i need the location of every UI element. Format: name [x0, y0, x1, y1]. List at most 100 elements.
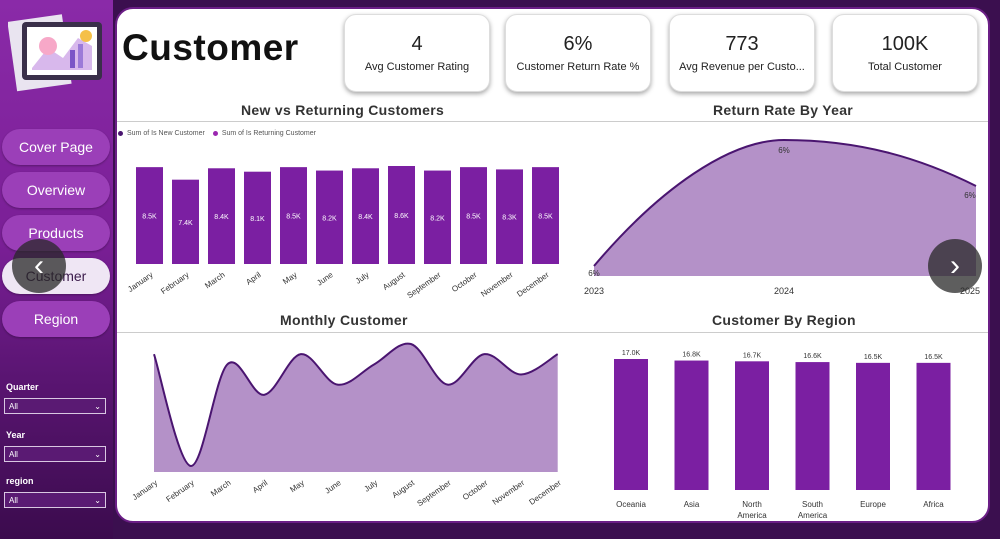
x-tick-label: February — [164, 478, 195, 504]
customer-by-region-bar-chart: 17.0K Oceania 16.8K Asia 16.7K North America 16… — [614, 350, 951, 520]
x-tick-label: July — [354, 270, 371, 286]
chart-title-monthly-customer: Monthly Customer — [280, 312, 408, 328]
area-fill — [594, 140, 976, 276]
x-tick-label: Africa — [923, 500, 944, 509]
data-label: 8.1K — [250, 216, 265, 223]
x-tick-label: December — [515, 270, 551, 299]
x-tick-label: October — [461, 478, 490, 502]
filter-quarter-value: All — [9, 401, 18, 411]
data-label: 8.5K — [142, 214, 157, 221]
data-label: 16.7K — [743, 352, 762, 359]
kpi-card-avg-rating: 4 Avg Customer Rating — [344, 14, 490, 92]
data-label: 16.5K — [924, 354, 943, 361]
x-tick-label: August — [390, 478, 416, 500]
x-tick-label: June — [323, 478, 343, 496]
kpi-label: Avg Revenue per Custo... — [679, 61, 805, 73]
chart-title-return-rate: Return Rate By Year — [713, 102, 854, 118]
bar — [244, 171, 271, 264]
data-label: 8.4K — [214, 214, 229, 221]
x-tick-label: March — [209, 478, 232, 498]
bar — [496, 169, 523, 264]
nav-region[interactable]: Region — [2, 301, 110, 337]
legend-dot — [118, 131, 123, 136]
kpi-label: Customer Return Rate % — [516, 61, 640, 73]
data-label: 8.6K — [394, 213, 409, 220]
x-tick-label: America — [737, 511, 767, 520]
x-tick-label: 2023 — [584, 286, 604, 296]
kpi-value: 6% — [563, 33, 593, 55]
data-label: 8.5K — [538, 214, 553, 221]
chart-title-new-vs-returning: New vs Returning Customers — [241, 102, 445, 118]
kpi-value: 773 — [725, 33, 759, 55]
x-tick-label: America — [798, 511, 828, 520]
section-divider — [117, 121, 988, 122]
next-arrow-button[interactable]: › — [928, 239, 982, 293]
chart-title-customer-by-region: Customer By Region — [712, 312, 856, 328]
x-tick-label: Europe — [860, 500, 886, 509]
area-fill — [154, 343, 558, 472]
data-label: 16.6K — [803, 353, 822, 360]
filter-year-select[interactable]: All ⌄ — [4, 446, 106, 462]
return-rate-area-chart: 6% 6% 6% 2023 2024 2025 — [584, 138, 980, 296]
kpi-card-return-rate: 6% Customer Return Rate % — [505, 14, 651, 92]
chevron-down-icon: ⌄ — [94, 401, 101, 411]
data-label: 7.4K — [178, 220, 193, 227]
data-label: 17.0K — [622, 350, 641, 357]
x-tick-label: August — [381, 270, 407, 292]
filter-quarter-label: Quarter — [6, 382, 39, 392]
bar — [388, 166, 415, 264]
page-title: Customer — [122, 27, 299, 68]
legend-item: Sum of Is New Customer — [127, 130, 205, 137]
data-label: 6% — [964, 191, 976, 200]
series-line — [153, 342, 559, 467]
bar — [460, 167, 487, 264]
nav-cover-page[interactable]: Cover Page — [2, 129, 110, 165]
previous-arrow-button[interactable]: ‹ — [12, 239, 66, 293]
x-tick-label: June — [315, 270, 335, 288]
kpi-value: 100K — [881, 33, 929, 55]
bar — [795, 362, 830, 490]
bar — [856, 362, 890, 490]
legend-item: Sum of Is Returning Customer — [221, 130, 316, 137]
x-tick-label: May — [281, 270, 299, 286]
new-vs-returning-bar-chart: 8.5K January 7.4K February 8.4K March 8.1K Apri… — [126, 166, 559, 300]
series-line — [593, 138, 977, 267]
data-label: 8.4K — [358, 214, 373, 221]
x-tick-label: December — [527, 478, 563, 507]
x-tick-label: April — [244, 270, 262, 287]
bar — [208, 168, 235, 264]
data-label: 8.2K — [322, 215, 337, 222]
x-tick-label: October — [450, 270, 479, 294]
bar — [614, 359, 648, 490]
x-tick-label: 2024 — [774, 286, 794, 296]
x-tick-label: Asia — [684, 500, 700, 509]
x-tick-label: January — [131, 478, 159, 502]
legend-dot — [212, 131, 218, 136]
kpi-card-avg-revenue: 773 Avg Revenue per Custo... — [669, 14, 815, 92]
x-tick-label: November — [479, 270, 515, 299]
data-label: 16.8K — [682, 352, 701, 359]
kpi-card-total-customer: 100K Total Customer — [832, 14, 978, 92]
data-label: 6% — [778, 146, 790, 155]
x-tick-label: Oceania — [616, 500, 646, 509]
bar — [424, 170, 451, 264]
filter-year-value: All — [9, 449, 18, 459]
x-tick-label: March — [203, 270, 226, 290]
kpi-value: 4 — [411, 33, 423, 55]
nav-overview[interactable]: Overview — [2, 172, 110, 208]
filter-quarter-select[interactable]: All ⌄ — [4, 398, 106, 414]
monthly-customer-area-chart: January February March April May June July Augu… — [131, 342, 563, 508]
dashboard-logo — [7, 8, 108, 108]
bar — [674, 360, 709, 490]
x-tick-label: January — [126, 270, 154, 294]
data-label: 16.5K — [864, 354, 883, 361]
x-tick-label: May — [288, 478, 306, 494]
bar — [532, 167, 559, 264]
chevron-down-icon: ⌄ — [94, 495, 101, 505]
bar — [172, 179, 199, 264]
filter-region-select[interactable]: All ⌄ — [4, 492, 106, 508]
x-tick-label: November — [491, 478, 527, 507]
section-divider — [117, 332, 988, 333]
chevron-left-icon: ‹ — [34, 249, 44, 282]
chevron-down-icon: ⌄ — [94, 449, 101, 459]
